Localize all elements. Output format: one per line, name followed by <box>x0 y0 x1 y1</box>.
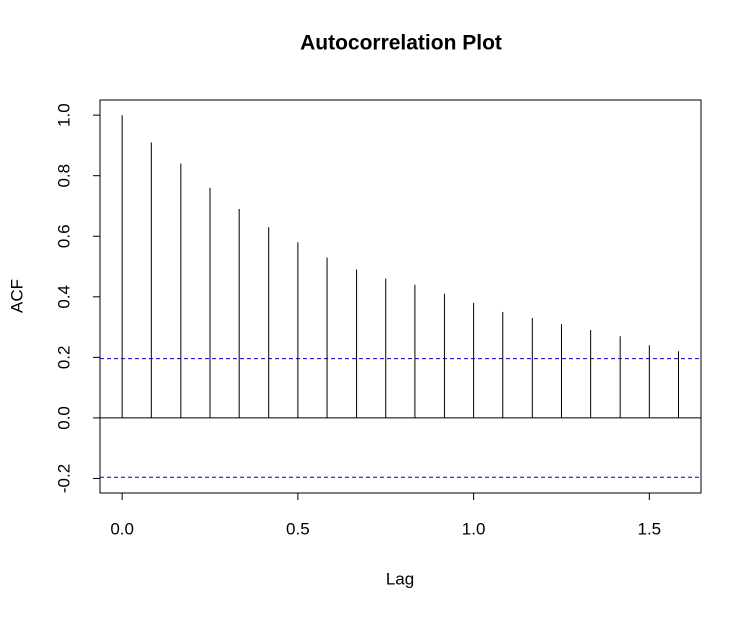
x-tick-label: 1.5 <box>638 519 662 538</box>
y-tick-label: 0.0 <box>54 406 73 430</box>
y-axis-label: ACF <box>7 279 26 313</box>
y-tick-label: 0.8 <box>54 164 73 188</box>
y-tick-label: 0.2 <box>54 346 73 370</box>
x-axis-label: Lag <box>386 569 414 588</box>
x-tick-label: 0.0 <box>110 519 134 538</box>
chart-title: Autocorrelation Plot <box>300 32 502 55</box>
y-tick-label: -0.2 <box>54 464 73 493</box>
y-tick-label: 0.6 <box>54 224 73 248</box>
x-tick-label: 1.0 <box>462 519 486 538</box>
y-tick-label: 1.0 <box>54 103 73 127</box>
y-tick-label: 0.4 <box>54 285 73 309</box>
x-tick-label: 0.5 <box>286 519 310 538</box>
